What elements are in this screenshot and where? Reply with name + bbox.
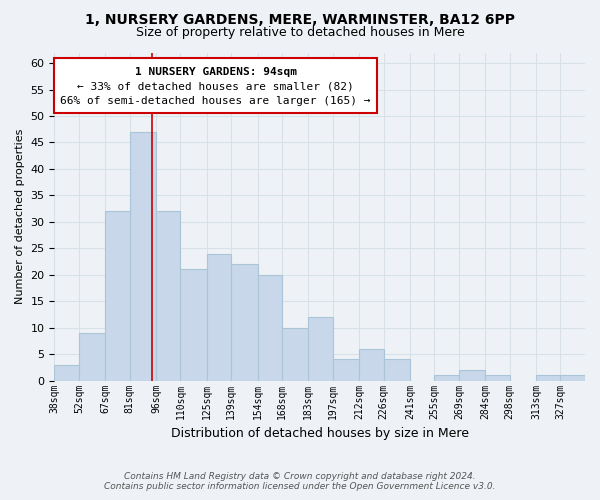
Bar: [359, 349, 383, 380]
Text: Contains HM Land Registry data © Crown copyright and database right 2024.
Contai: Contains HM Land Registry data © Crown c…: [104, 472, 496, 491]
Bar: [434, 376, 459, 380]
Bar: [156, 212, 181, 380]
Bar: [181, 270, 207, 380]
Bar: [485, 376, 510, 380]
Bar: [282, 328, 308, 380]
Bar: [130, 132, 156, 380]
Bar: [536, 376, 560, 380]
Bar: [55, 365, 79, 380]
Bar: [207, 254, 231, 380]
Bar: [459, 370, 485, 380]
Y-axis label: Number of detached properties: Number of detached properties: [15, 129, 25, 304]
FancyBboxPatch shape: [55, 58, 377, 114]
Text: 1, NURSERY GARDENS, MERE, WARMINSTER, BA12 6PP: 1, NURSERY GARDENS, MERE, WARMINSTER, BA…: [85, 12, 515, 26]
Text: 1 NURSERY GARDENS: 94sqm: 1 NURSERY GARDENS: 94sqm: [134, 68, 296, 78]
Bar: [231, 264, 257, 380]
Text: ← 33% of detached houses are smaller (82): ← 33% of detached houses are smaller (82…: [77, 82, 354, 92]
Text: Size of property relative to detached houses in Mere: Size of property relative to detached ho…: [136, 26, 464, 39]
Bar: [383, 360, 410, 380]
Bar: [257, 275, 282, 380]
Text: 66% of semi-detached houses are larger (165) →: 66% of semi-detached houses are larger (…: [60, 96, 371, 106]
Bar: [333, 360, 359, 380]
Bar: [79, 333, 105, 380]
X-axis label: Distribution of detached houses by size in Mere: Distribution of detached houses by size …: [171, 427, 469, 440]
Bar: [308, 317, 333, 380]
Bar: [560, 376, 585, 380]
Bar: [105, 212, 130, 380]
